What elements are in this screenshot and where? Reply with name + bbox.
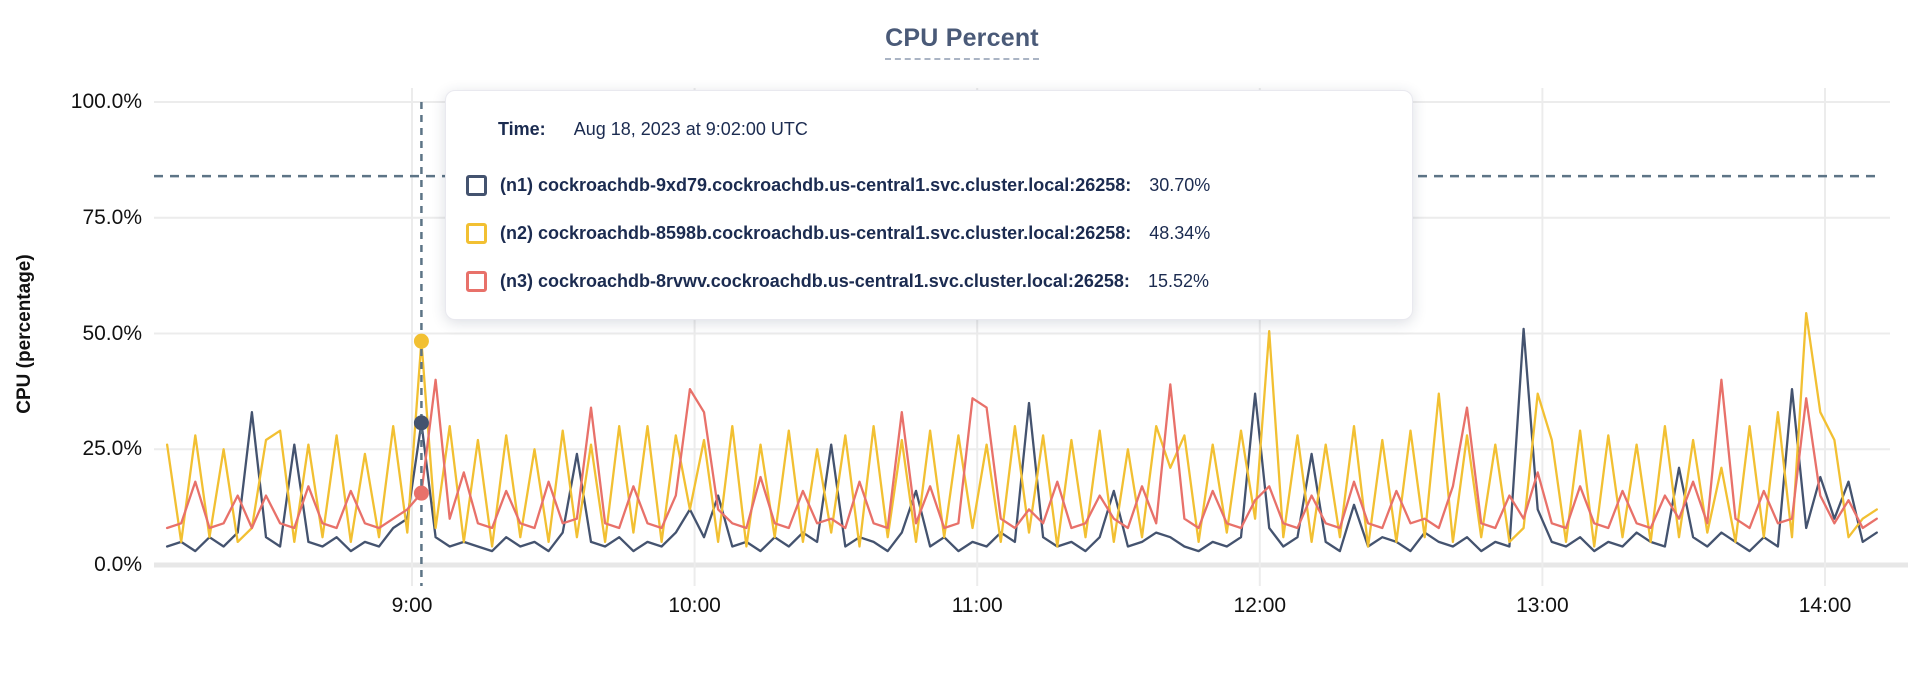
tooltip-time-row: Time: Aug 18, 2023 at 9:02:00 UTC [498, 117, 1412, 141]
tooltip-time-label: Time: [498, 119, 546, 139]
chart-title[interactable]: CPU Percent [885, 24, 1039, 60]
y-tick-label: 100.0% [70, 90, 142, 113]
series-label: (n2) cockroachdb-8598b.cockroachdb.us-ce… [500, 222, 1132, 243]
tooltip-series-row: (n1) cockroachdb-9xd79.cockroachdb.us-ce… [466, 173, 1412, 197]
x-tick-label: 14:00 [1798, 594, 1852, 617]
series-swatch-n1 [466, 174, 487, 196]
y-tick-label: 50.0% [82, 321, 142, 345]
hover-point-n1 [413, 415, 429, 431]
series-label: (n3) cockroachdb-8rvwv.cockroachdb.us-ce… [500, 270, 1130, 291]
x-tick-label: 9:00 [391, 594, 433, 617]
chart-header: CPU Percent [0, 24, 1924, 60]
hover-point-n2 [413, 333, 429, 349]
y-tick-label: 0.0% [94, 553, 142, 576]
tooltip-series-row: (n3) cockroachdb-8rvwv.cockroachdb.us-ce… [466, 269, 1412, 293]
series-swatch-n2 [466, 222, 487, 244]
series-swatch-n3 [466, 270, 487, 292]
hover-point-n3 [413, 485, 429, 501]
series-value: 48.34% [1149, 222, 1211, 243]
series-label: (n1) cockroachdb-9xd79.cockroachdb.us-ce… [500, 174, 1132, 195]
x-tick-label: 13:00 [1516, 594, 1569, 617]
x-tick-label: 11:00 [951, 594, 1003, 617]
tooltip-series-row: (n2) cockroachdb-8598b.cockroachdb.us-ce… [466, 221, 1412, 245]
y-tick-label: 75.0% [82, 205, 142, 229]
tooltip-time-value: Aug 18, 2023 at 9:02:00 UTC [573, 119, 808, 139]
series-line-n2 [165, 311, 1878, 548]
series-value: 30.70% [1149, 174, 1211, 195]
series-value: 15.52% [1147, 270, 1209, 291]
y-tick-label: 25.0% [82, 437, 142, 461]
series-line-n3 [165, 378, 1878, 530]
x-tick-label: 10:00 [668, 594, 721, 617]
x-tick-label: 12:00 [1233, 594, 1287, 617]
hover-tooltip: Time: Aug 18, 2023 at 9:02:00 UTC (n1) co… [445, 90, 1413, 320]
